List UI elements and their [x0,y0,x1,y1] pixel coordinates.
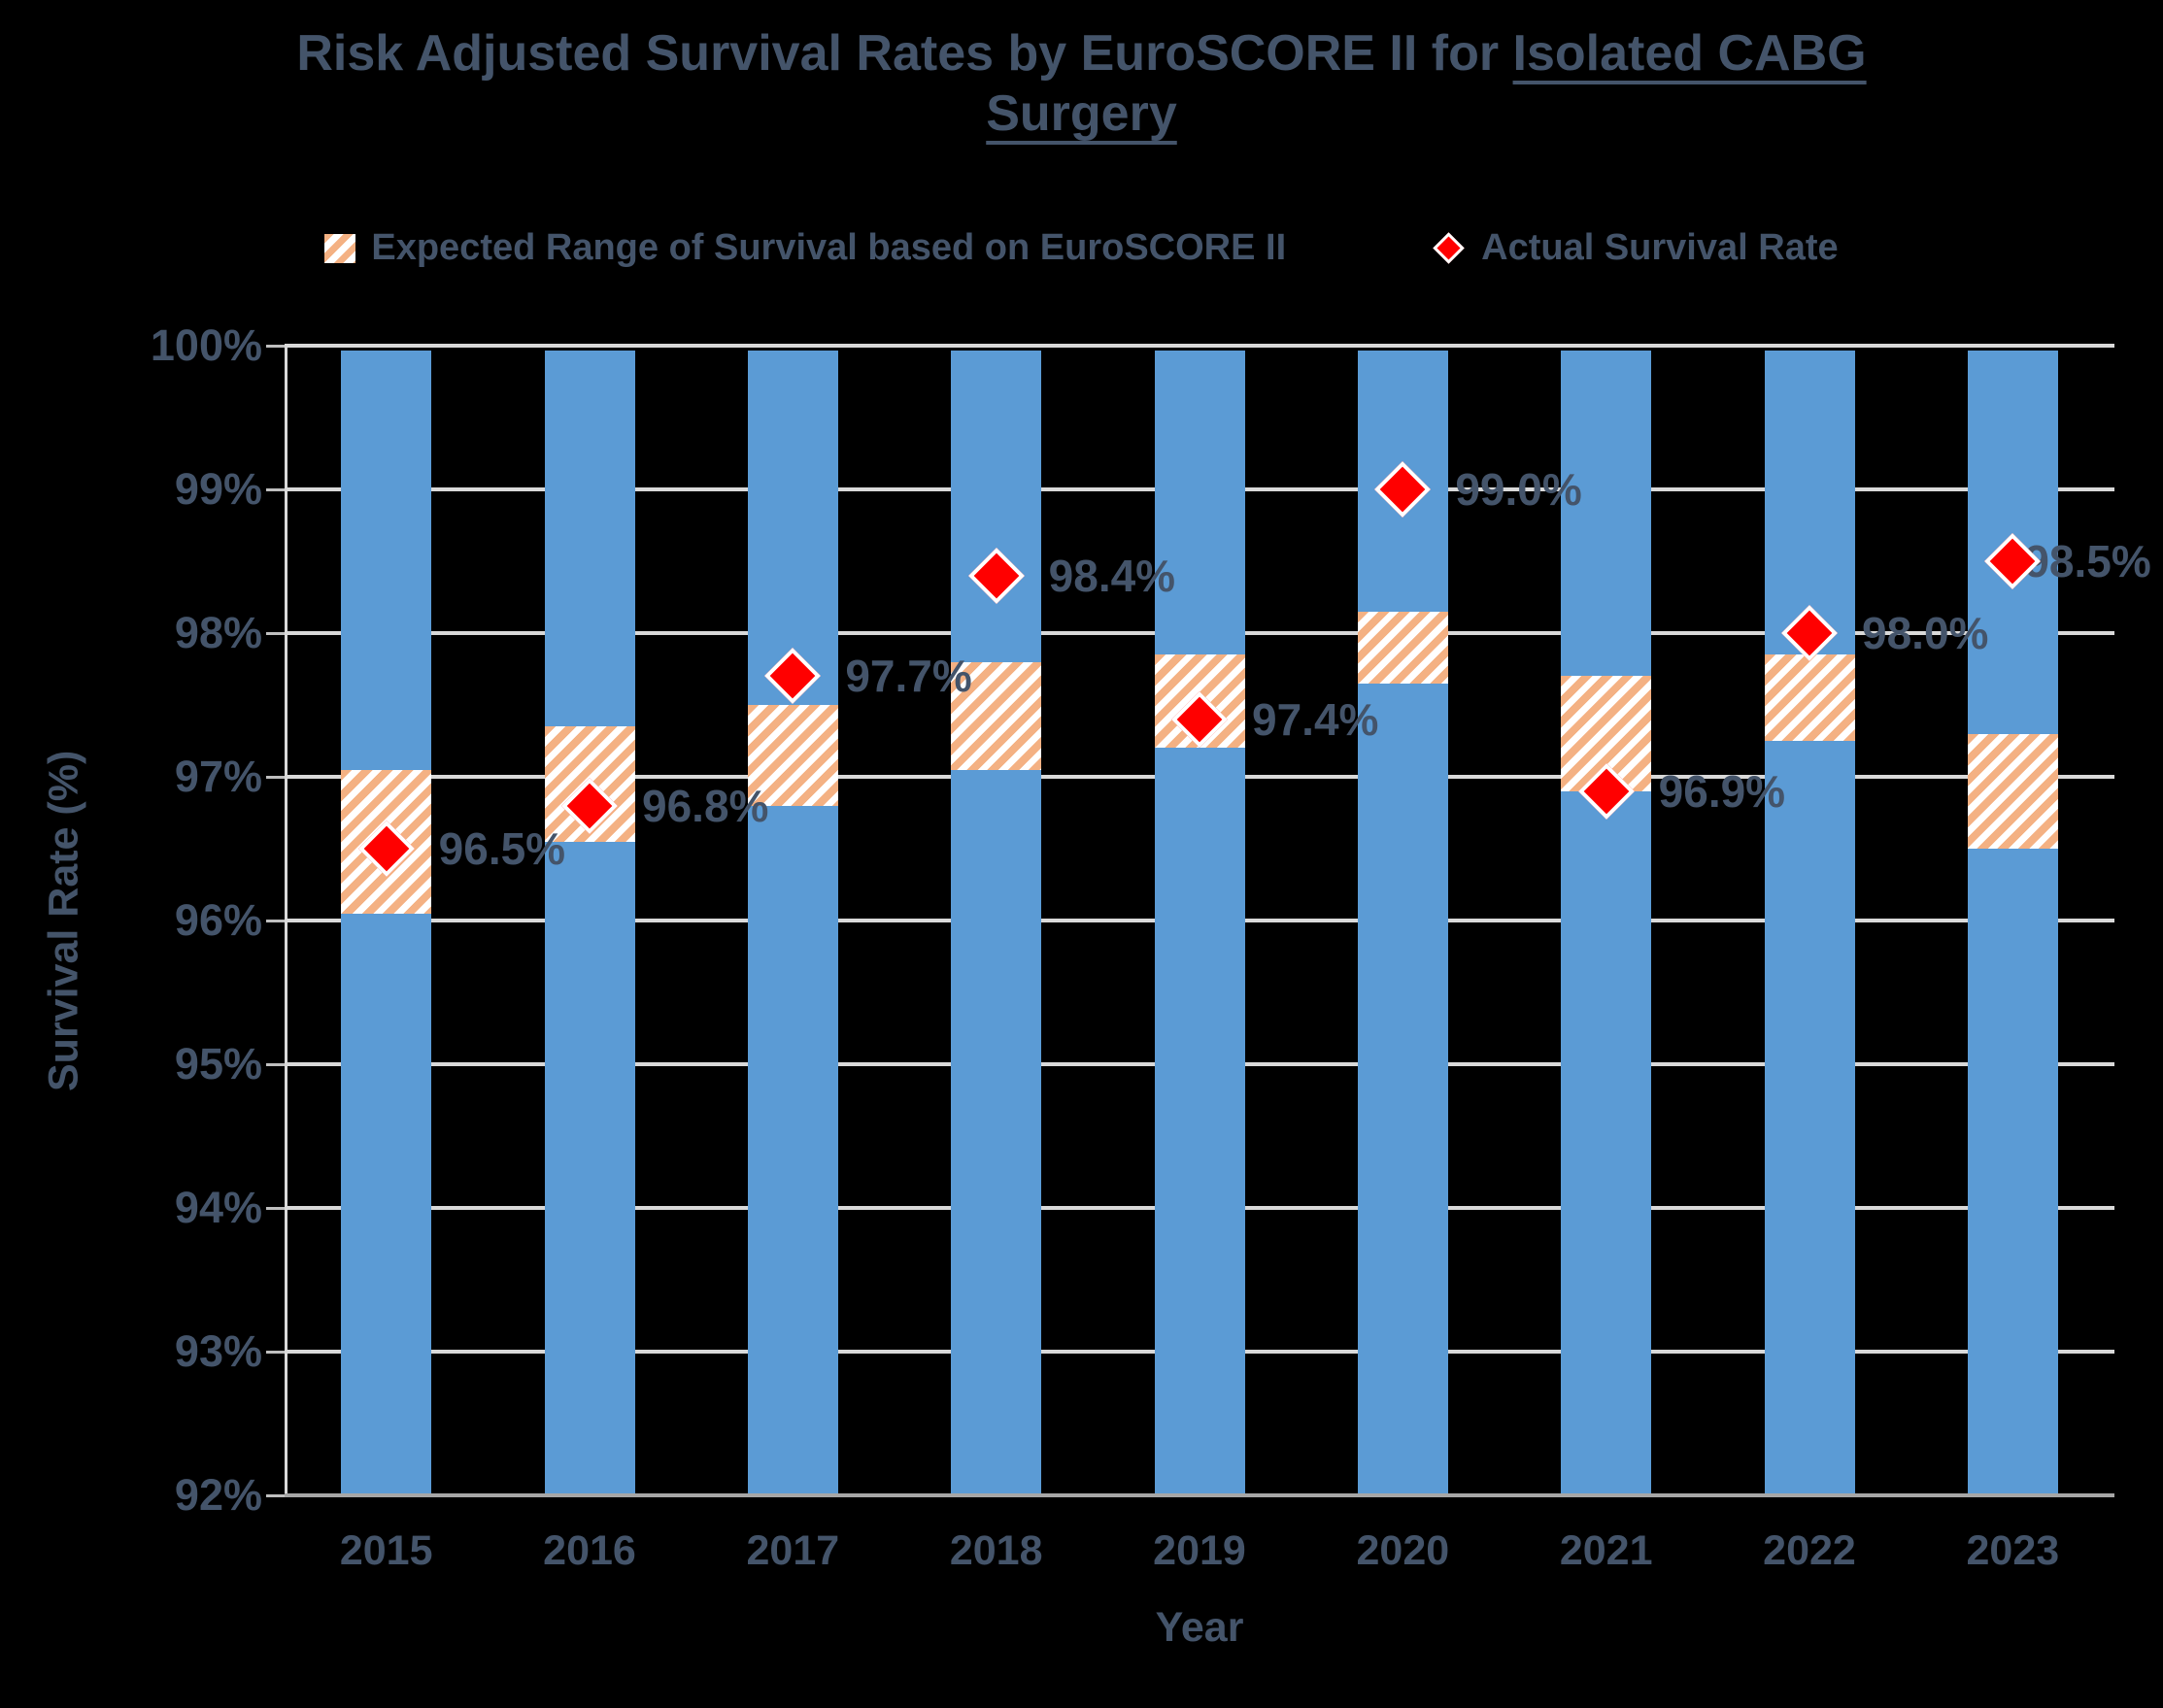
y-tick-mark-93% [266,1351,285,1354]
red-diamond-icon [1433,232,1465,264]
chart-title-underlined-2: Surgery [986,85,1177,142]
bar-2021 [1561,351,1652,1495]
legend-item-actual-rate: Actual Survival Rate [1432,227,1839,269]
y-tick-label-94%: 94% [174,1183,262,1232]
y-tick-mark-92% [266,1494,285,1497]
x-axis-line [285,1493,2114,1497]
x-tick-label-2020: 2020 [1356,1527,1450,1574]
x-tick-label-2021: 2021 [1559,1527,1653,1574]
x-tick-label-2018: 2018 [949,1527,1043,1574]
data-label-2020: 99.0% [1455,464,1582,515]
legend-actual-rate-label: Actual Survival Rate [1481,227,1839,268]
bar-2018 [951,351,1042,1495]
data-label-2021: 96.9% [1658,765,1786,817]
x-tick-label-2023: 2023 [1966,1527,2060,1574]
chart-title: Risk Adjusted Survival Rates by EuroSCOR… [0,23,2163,144]
y-axis-title: Survival Rate (%) [40,750,87,1091]
data-label-2017: 97.7% [845,651,972,702]
bar-2016 [544,351,635,1495]
data-label-2016: 96.8% [642,780,769,831]
data-label-2023: 98.5% [2024,536,2151,586]
bar-2015 [341,351,432,1495]
expected-range-band-2017 [747,705,838,806]
data-label-2018: 98.4% [1048,550,1176,601]
bar-2019 [1154,351,1245,1495]
bar-2020 [1357,351,1448,1495]
x-tick-label-2017: 2017 [746,1527,840,1574]
data-label-2019: 97.4% [1252,693,1379,745]
bar-2023 [1967,351,2058,1495]
y-tick-mark-97% [266,776,285,779]
x-tick-label-2016: 2016 [543,1527,636,1574]
data-label-2015: 96.5% [438,823,566,874]
expected-range-band-2020 [1357,611,1448,684]
y-tick-label-92%: 92% [174,1470,262,1520]
data-label-2022: 98.0% [1862,608,1989,658]
chart-title-plain: Risk Adjusted Survival Rates by EuroSCOR… [296,25,1500,82]
legend: Expected Range of Survival based on Euro… [0,227,2163,269]
x-tick-label-2022: 2022 [1763,1527,1856,1574]
bar-2017 [747,351,838,1495]
hatched-range-swatch-icon [324,233,356,263]
expected-range-band-2018 [951,661,1042,770]
y-tick-label-98%: 98% [174,608,262,657]
expected-range-band-2022 [1764,654,1855,741]
y-tick-label-100%: 100% [150,320,262,370]
y-tick-mark-99% [266,488,285,491]
legend-item-expected-range: Expected Range of Survival based on Euro… [324,227,1286,269]
x-tick-label-2015: 2015 [339,1527,433,1574]
expected-range-band-2023 [1967,733,2058,849]
y-tick-mark-94% [266,1207,285,1210]
y-tick-mark-95% [266,1063,285,1066]
plot-area: 96.5% 96.8% 97.7% 98.4% 97.4% 99.0% 96.9% 98.0%… [285,344,2151,1497]
y-tick-label-96%: 96% [174,895,262,945]
y-tick-mark-98% [266,632,285,635]
x-tick-label-2019: 2019 [1153,1527,1246,1574]
y-tick-label-93%: 93% [174,1326,262,1376]
y-tick-label-99%: 99% [174,464,262,514]
y-tick-mark-96% [266,920,285,922]
y-tick-label-95%: 95% [174,1039,262,1088]
gridline-100% [285,344,2114,348]
legend-expected-range-label: Expected Range of Survival based on Euro… [371,227,1287,268]
chart-title-underlined-1: Isolated CABG [1512,25,1867,82]
y-tick-label-97%: 97% [174,752,262,801]
y-tick-mark-100% [266,345,285,348]
x-axis-title: Year [1155,1604,1244,1651]
bar-2022 [1764,351,1855,1495]
